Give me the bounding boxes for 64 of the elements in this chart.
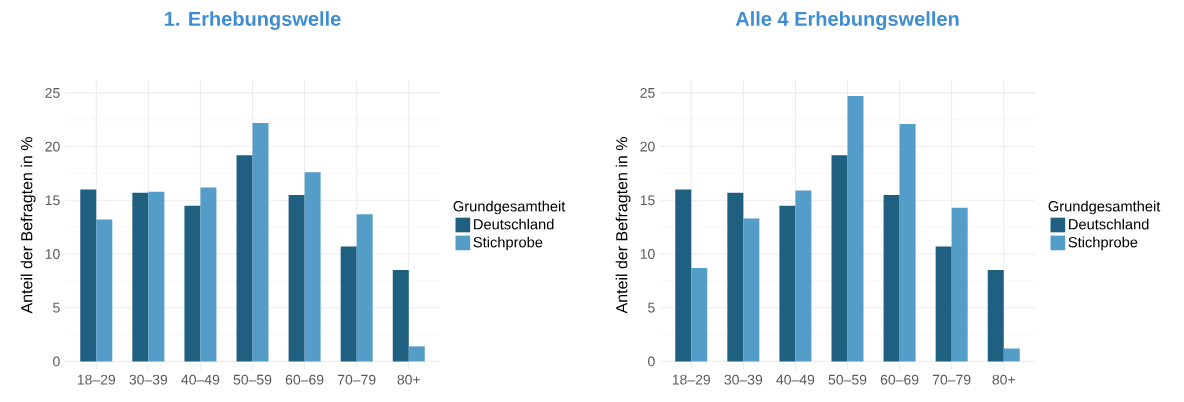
bar [236,155,253,362]
bar [727,192,744,362]
chart-title: 1. Erhebungswelle [165,11,341,30]
bar [675,189,692,362]
legend-title: Grundgesamtheit [1048,200,1161,215]
bar [340,246,357,362]
bar [899,124,916,362]
bar [252,122,269,362]
x-tick-label: 80+ [992,374,1015,385]
x-tick-label: 80+ [397,374,420,385]
y-tick-label: 10 [640,249,655,259]
legend-label: Stichprobe [1068,236,1138,251]
bar [184,205,201,362]
y-tick-label: 0 [53,356,60,367]
bar [80,189,97,362]
bar [288,194,305,362]
bar [987,270,1004,362]
x-tick-label: 50–59 [828,374,867,385]
bar [831,155,848,362]
y-tick-label: 5 [648,302,655,313]
chart-title: Alle 4 Erhebungswellen [735,11,959,30]
bar [795,190,812,362]
bar [779,205,796,362]
y-axis-title: Anteil der Befragten in % [20,137,36,314]
bar [200,187,217,362]
x-tick-label: 60–69 [880,374,919,385]
x-tick-label: 40–49 [181,374,220,385]
bar [691,267,708,362]
legend-title: Grundgesamtheit [453,200,566,215]
y-tick-label: 15 [640,195,655,206]
x-tick-label: 18–29 [77,374,116,385]
y-tick-label: 20 [45,141,60,152]
y-tick-label: 15 [45,195,60,206]
bar [148,191,165,362]
x-tick-label: 30–39 [129,374,168,385]
legend-label: Stichprobe [473,236,543,251]
x-tick-label: 50–59 [233,374,272,385]
bar [951,207,968,362]
y-tick-label: 20 [640,141,655,152]
x-tick-label: 18–29 [672,374,711,385]
bar [304,172,321,362]
y-tick-label: 5 [53,302,60,313]
x-tick-label: 40–49 [776,374,815,385]
legend-label: Deutschland [1069,218,1149,230]
bar [883,194,900,362]
x-tick-label: 60–69 [285,374,324,385]
bar [96,219,113,362]
x-tick-label: 70–79 [932,374,971,385]
bar [1003,348,1020,362]
y-tick-label: 10 [45,249,60,259]
y-tick-label: 25 [640,87,655,98]
bar [356,214,373,362]
bar [392,270,409,362]
y-tick-label: 0 [648,356,655,367]
y-tick-label: 25 [45,87,60,98]
legend-label: Deutschland [474,218,554,230]
bar [132,192,149,362]
y-axis-title: Anteil der Befragten in % [615,137,631,314]
bar [847,96,864,362]
bar [935,246,952,362]
bar [408,346,425,362]
x-tick-label: 70–79 [337,374,376,385]
bar [743,218,760,362]
x-tick-label: 30–39 [724,374,763,385]
